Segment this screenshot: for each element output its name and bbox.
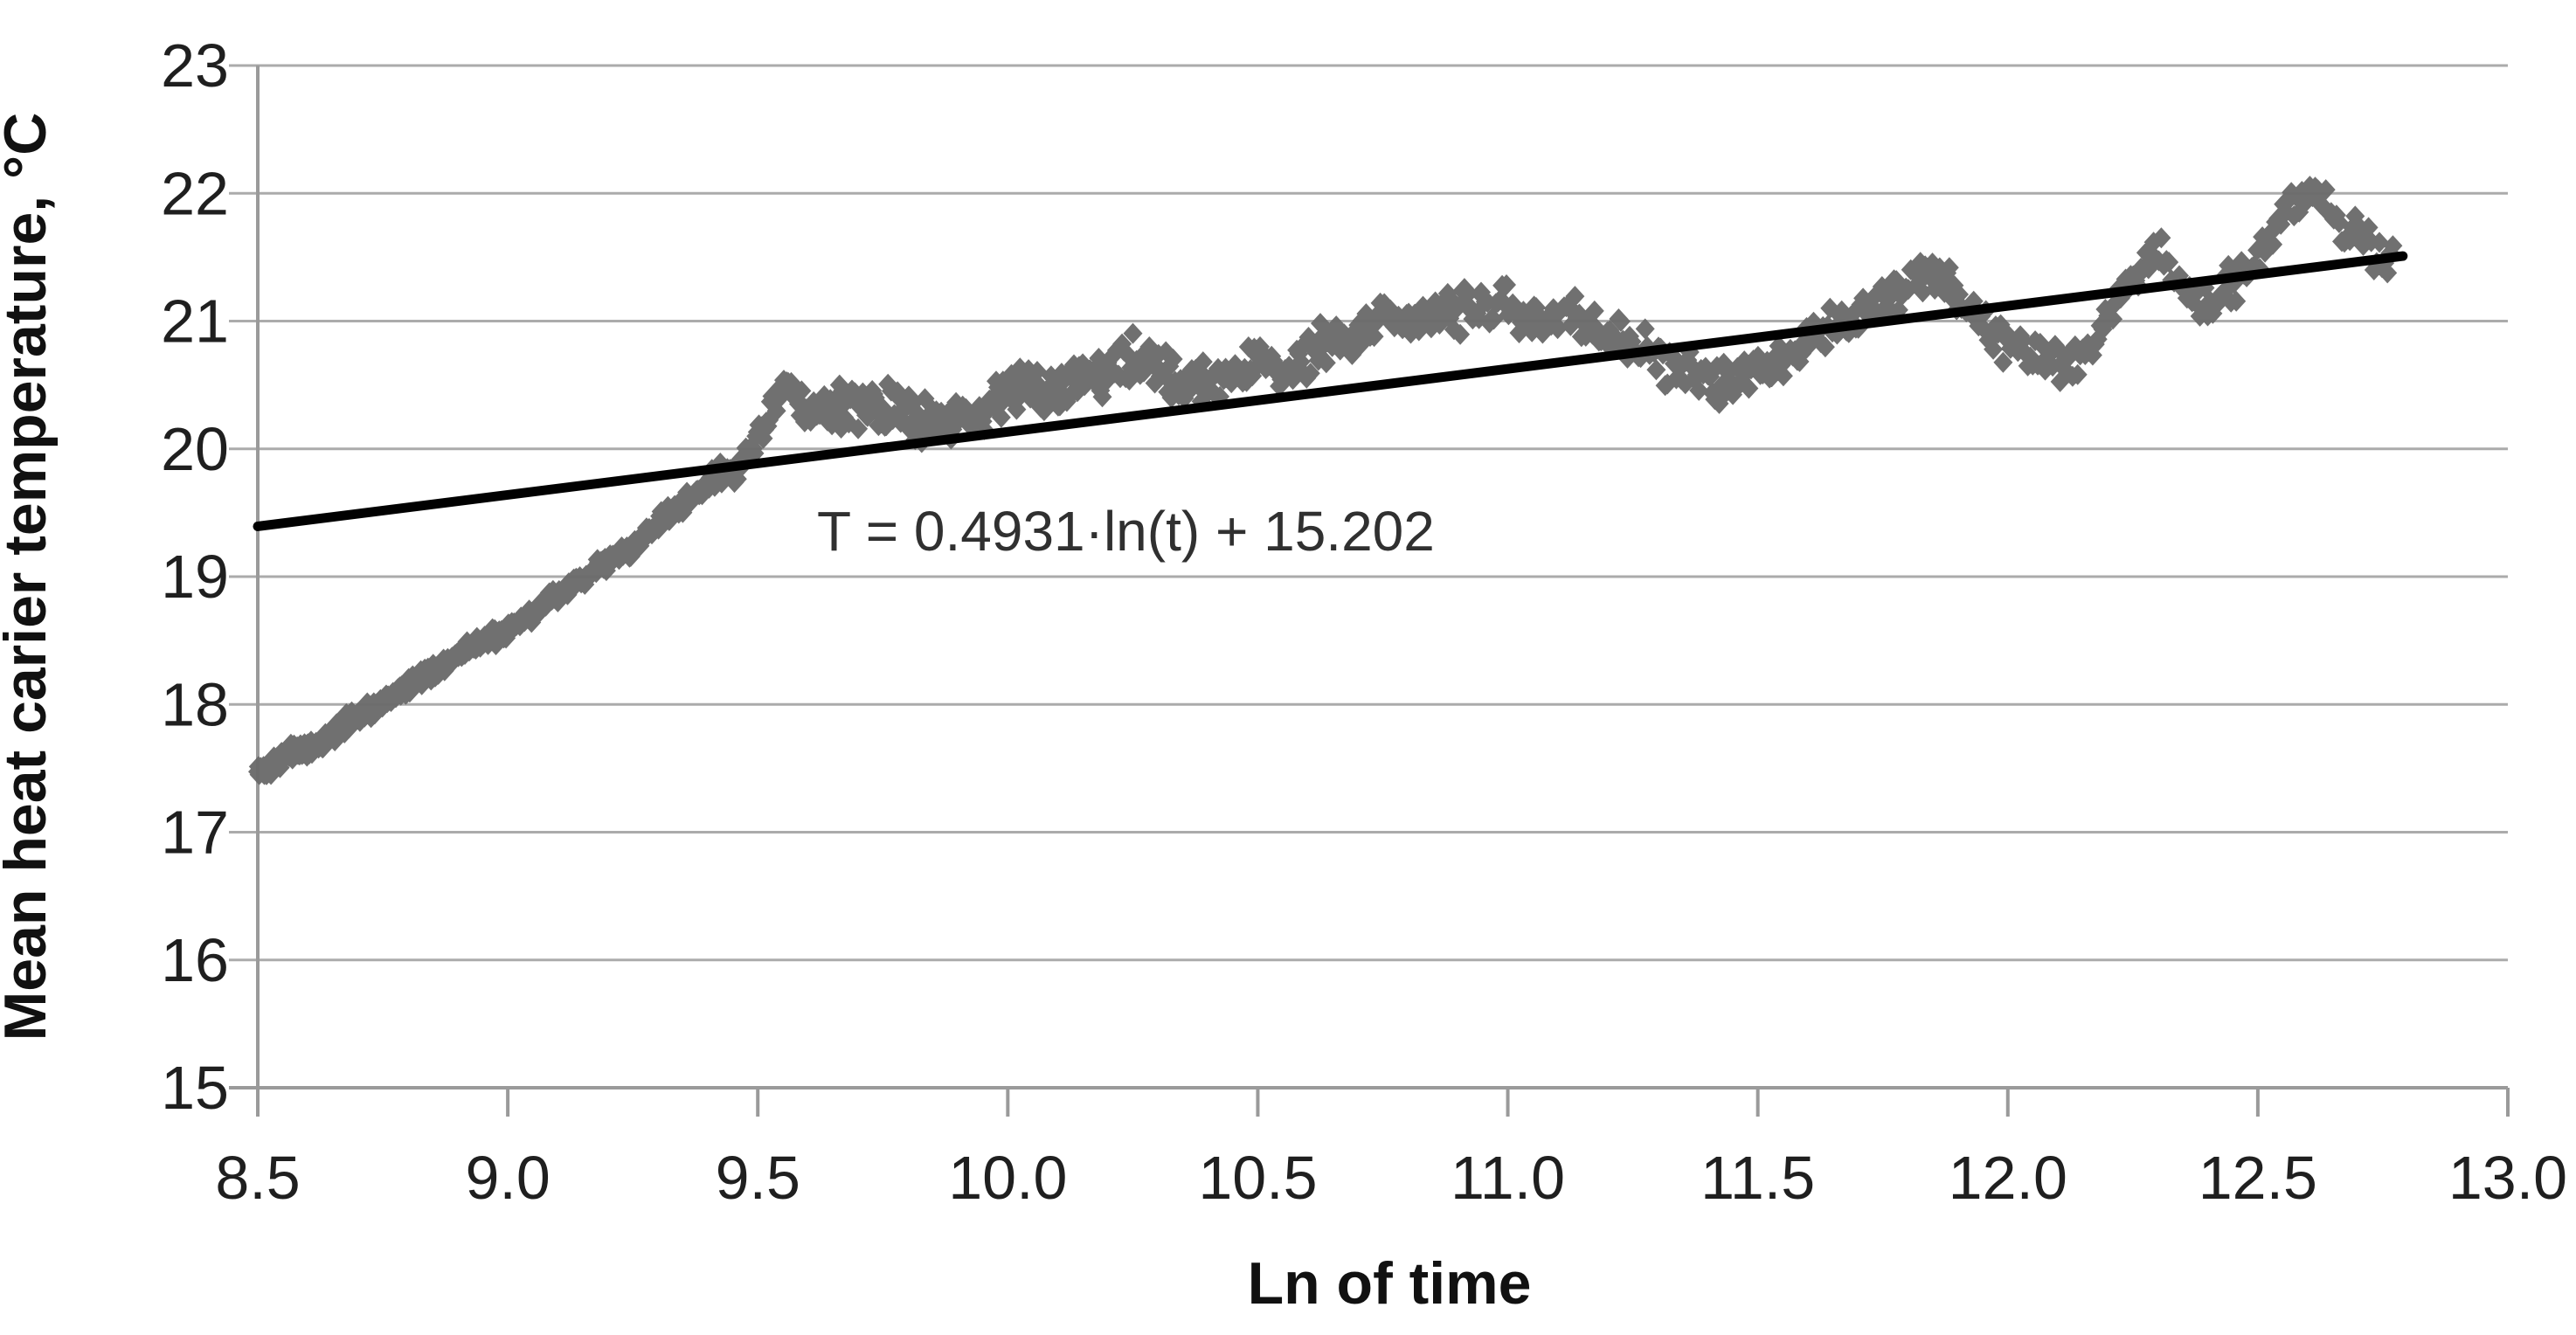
x-axis-title: Ln of time [1248,1250,1532,1317]
y-tick-label: 21 [161,287,229,356]
y-tick-labels-group: 15 16 17 18 19 20 21 22 23 [161,31,229,1122]
y-axis-title: Mean heat carier temperature, °C [0,113,59,1041]
x-tick-label: 8.5 [215,1144,300,1212]
x-tick-label: 10.0 [948,1144,1067,1212]
y-tick-label: 18 [161,670,229,738]
y-tick-label: 15 [161,1054,229,1122]
x-tick-label: 11.5 [1700,1144,1815,1212]
scatter-diamond-markers [248,176,2403,785]
x-tick-label: 11.0 [1451,1144,1565,1212]
log-trendline [253,251,2408,531]
y-tick-label: 19 [161,543,229,611]
x-tick-label: 13.0 [2448,1144,2567,1212]
y-tick-label: 20 [161,415,229,483]
trendline [253,251,2408,531]
y-tick-label: 17 [161,799,229,867]
axes-group [229,66,2510,1117]
y-tick-label: 22 [161,159,229,227]
y-tick-label: 23 [161,31,229,100]
x-tick-label: 10.5 [1198,1144,1317,1212]
x-tick-label: 9.5 [716,1144,800,1212]
x-tick-labels-group: 8.5 9.0 9.5 10.0 10.5 11.0 11.5 12.0 12.5 13.0 [215,1144,2567,1212]
x-tick-label: 12.0 [1949,1144,2067,1212]
scatter-series [248,176,2403,785]
y-tick-label: 16 [161,926,229,994]
x-tick-label: 12.5 [2199,1144,2317,1212]
trendline-equation-label: T = 0.4931·ln(t) + 15.202 [817,500,1435,563]
x-tick-label: 9.0 [465,1144,550,1212]
